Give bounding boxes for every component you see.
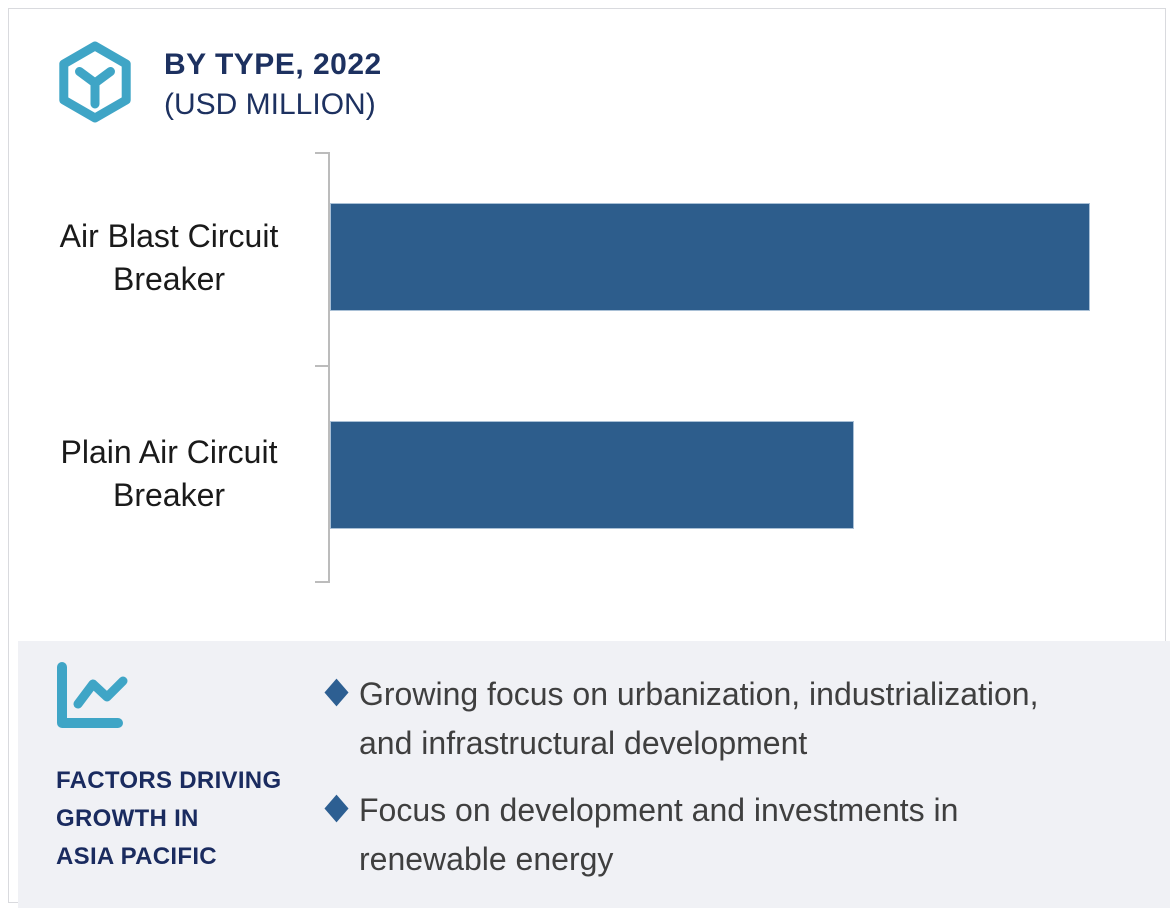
factor-bullet-text: Focus on development and investments in … <box>359 792 959 877</box>
category-label-air-blast: Air Blast Circuit Breaker <box>59 218 279 297</box>
diamond-bullet-icon <box>324 794 349 823</box>
chart-title-line1: BY TYPE, 2022 <box>164 48 382 81</box>
diamond-bullet-icon <box>324 678 349 707</box>
category-label-plain-air: Plain Air Circuit Breaker <box>60 434 278 513</box>
factors-panel: FACTORS DRIVING GROWTH IN ASIA PACIFIC G… <box>18 641 1170 908</box>
chart-title: BY TYPE, 2022 (USD MILLION) <box>164 45 382 125</box>
factors-heading: FACTORS DRIVING GROWTH IN ASIA PACIFIC <box>56 767 282 870</box>
hexagon-cube-icon <box>54 40 136 129</box>
axis-tick <box>315 152 329 154</box>
bar-plain-air-circuit-breaker <box>330 421 854 529</box>
factor-bullet-item: Focus on development and investments in … <box>324 786 958 884</box>
category-axis-line <box>328 152 330 583</box>
factor-bullet-item: Growing focus on urbanization, industria… <box>324 670 1038 768</box>
chart-title-line2: (USD MILLION) <box>164 88 376 121</box>
line-chart-icon <box>54 662 128 737</box>
factor-bullet-text: Growing focus on urbanization, industria… <box>359 676 1039 761</box>
axis-tick <box>315 581 329 583</box>
bar-air-blast-circuit-breaker <box>330 203 1090 311</box>
chart-card: BY TYPE, 2022 (USD MILLION) Air Blast Ci… <box>8 8 1170 908</box>
axis-tick <box>315 365 329 367</box>
